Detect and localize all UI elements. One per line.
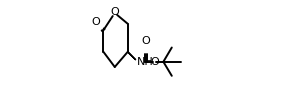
Text: NH: NH	[137, 57, 154, 67]
Text: O: O	[110, 7, 119, 17]
Polygon shape	[128, 52, 136, 60]
Text: O: O	[150, 57, 159, 67]
Text: O: O	[142, 36, 151, 46]
Text: O: O	[91, 17, 100, 27]
